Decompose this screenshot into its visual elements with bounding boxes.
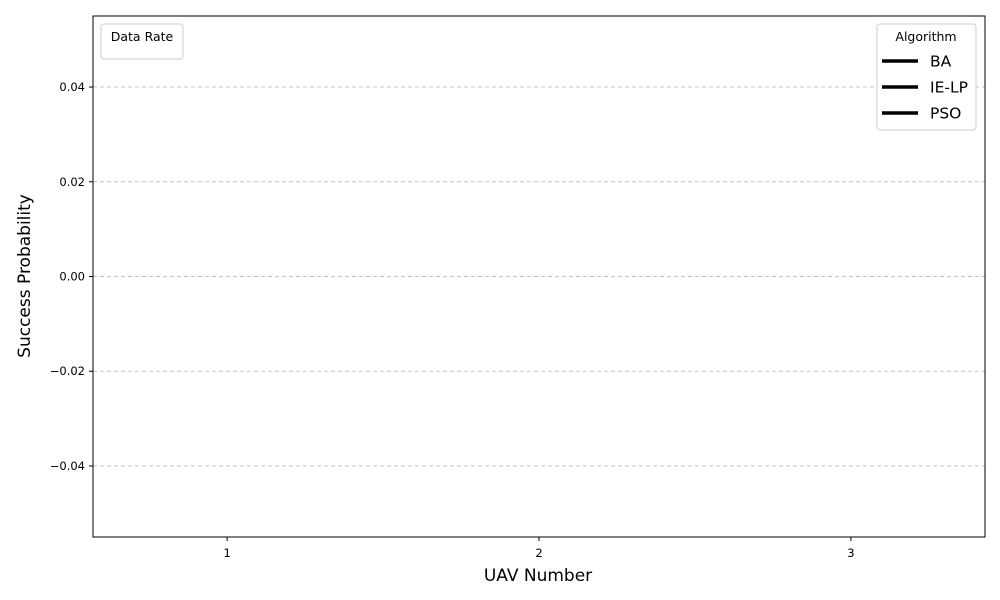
- legend-algorithm: Algorithm BA IE-LP PSO: [876, 23, 977, 131]
- y-axis-title: Success Probability: [15, 194, 35, 358]
- y-axis: −0.04 −0.02 0.00 0.02 0.04: [50, 80, 93, 473]
- legend-label-ba: BA: [930, 53, 952, 71]
- y-tick-label: 0.00: [59, 270, 85, 284]
- x-axis-title: UAV Number: [484, 566, 592, 586]
- y-tick-label: 0.02: [59, 175, 85, 189]
- plot-frame: [92, 15, 986, 538]
- y-tick-label: −0.04: [50, 459, 85, 473]
- legend-data-rate-frame: [100, 23, 184, 60]
- x-tick-label: 1: [223, 546, 230, 560]
- x-tick-label: 2: [535, 546, 542, 560]
- y-tick-label: −0.02: [50, 364, 85, 378]
- legend-algorithm-frame: [876, 23, 977, 131]
- grid-lines: [93, 86, 985, 467]
- x-axis: 1 2 3: [223, 537, 855, 560]
- y-tick-label: 0.04: [59, 80, 85, 94]
- legend-data-rate: Data Rate: [100, 23, 184, 60]
- x-tick-label: 3: [847, 546, 854, 560]
- legend-label-pso: PSO: [930, 105, 961, 123]
- legend-data-rate-title: Data Rate: [111, 29, 174, 44]
- legend-algorithm-title: Algorithm: [895, 29, 956, 44]
- legend-label-ie-lp: IE-LP: [930, 79, 968, 97]
